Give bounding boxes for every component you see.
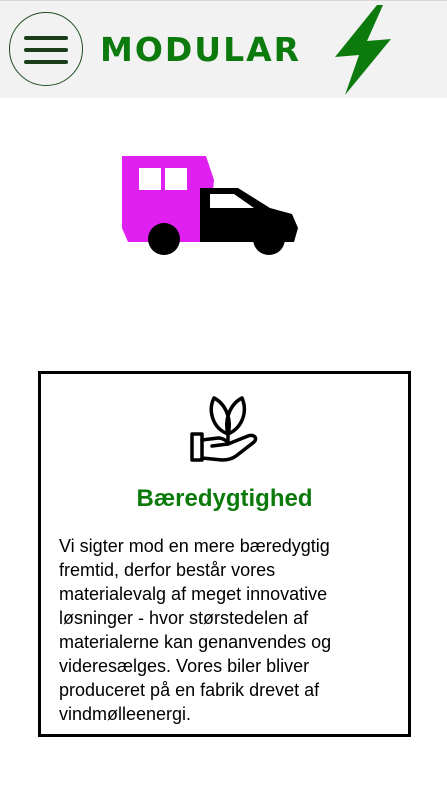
hand-with-plant-icon bbox=[190, 396, 258, 462]
menu-button[interactable] bbox=[9, 12, 83, 86]
sustainability-card: Bæredygtighed Vi sigter mod en mere bære… bbox=[38, 371, 411, 737]
logo[interactable]: MODULAR bbox=[100, 5, 400, 95]
modular-truck-icon bbox=[122, 156, 298, 255]
card-title: Bæredygtighed bbox=[136, 485, 313, 512]
logo-text: MODULAR bbox=[100, 30, 302, 69]
site-header: MODULAR bbox=[0, 0, 447, 98]
lightning-bolt-icon bbox=[335, 5, 391, 95]
card-body-text: Vi sigter mod en mere bæredygtig fremtid… bbox=[59, 536, 332, 724]
